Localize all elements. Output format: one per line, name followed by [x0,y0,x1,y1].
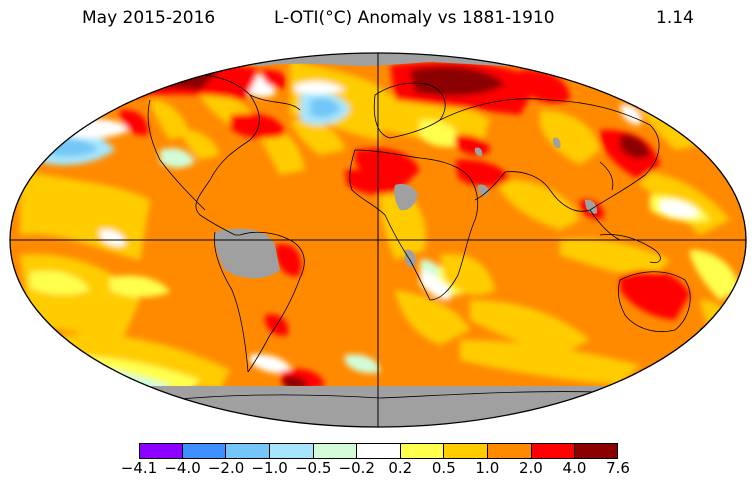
colorbar-swatch [226,443,270,459]
colorbar-swatch [139,443,183,459]
colorbar-swatch [531,443,576,459]
colorbar-swatch [269,443,314,459]
colorbar-tick-label: 4.0 [562,459,587,477]
map-variable-title: L-OTI(°C) Anomaly vs 1881-1910 [274,8,555,28]
colorbar [139,443,619,459]
colorbar-labels: −4.1 −4.0 −2.0 −1.0 −0.5 −0.2 0.2 0.5 1.0 2.0 4.0 7… [0,459,756,483]
colorbar-tick-label: −4.0 [164,459,201,477]
colorbar-tick-label: −0.5 [294,459,332,477]
colorbar-swatch [357,443,401,459]
colorbar-tick-label: −0.2 [338,459,375,477]
colorbar-tick-label: −2.0 [207,459,245,477]
colorbar-tick-label: 1.0 [475,459,500,477]
colorbar-tick-label: 0.5 [431,459,456,477]
colorbar-tick-label: −1.0 [251,459,288,477]
colorbar-swatch [444,443,489,459]
colorbar-tick-label: −4.1 [120,459,158,477]
colorbar-tick-label: 0.2 [388,459,413,477]
colorbar-tick-label: 2.0 [518,459,543,477]
colorbar-swatch [575,443,619,459]
colorbar-swatch [488,443,532,459]
anomaly-patches [20,54,740,395]
map-outline [9,52,747,428]
global-mean-value: 1.14 [656,8,694,28]
colorbar-swatch [313,443,358,459]
colorbar-swatch [182,443,227,459]
colorbar-swatch [400,443,445,459]
map-field [10,53,746,427]
coastlines [69,72,721,416]
colorbar-tick-label: 7.6 [606,459,630,477]
map-period-title: May 2015-2016 [82,8,216,28]
